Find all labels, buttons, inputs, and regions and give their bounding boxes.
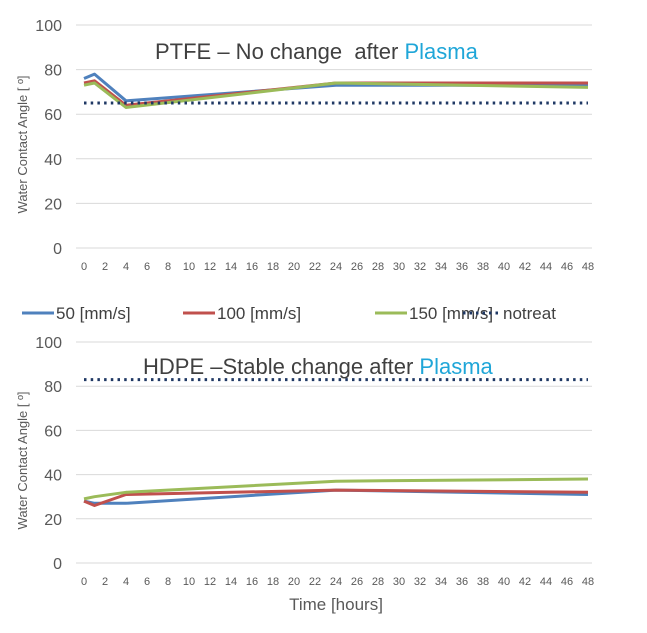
- x-tick-label: 18: [267, 261, 279, 273]
- x-tick-label: 32: [414, 261, 426, 273]
- x-tick-label: 14: [225, 576, 237, 588]
- y-tick-label: 20: [44, 512, 62, 529]
- x-tick-label: 46: [561, 576, 573, 588]
- y-tick-label: 80: [44, 63, 62, 80]
- chart-title: HDPE –Stable change after Plasma: [143, 354, 494, 379]
- x-tick-label: 42: [519, 576, 531, 588]
- x-tick-label: 24: [330, 261, 342, 273]
- legend-label: 50 [mm/s]: [56, 304, 131, 323]
- x-tick-label: 12: [204, 576, 216, 588]
- x-tick-label: 32: [414, 576, 426, 588]
- x-tick-label: 10: [183, 576, 195, 588]
- chart-title-part: HDPE –Stable change after: [143, 354, 419, 379]
- y-tick-label: 40: [44, 468, 62, 485]
- legend-label: 100 [mm/s]: [217, 304, 301, 323]
- x-tick-label: 44: [540, 576, 552, 588]
- x-axis-label: Time [hours]: [289, 595, 383, 614]
- chart-title-part: Plasma: [404, 39, 478, 64]
- x-tick-label: 26: [351, 261, 363, 273]
- x-tick-label: 48: [582, 576, 594, 588]
- x-tick-label: 14: [225, 261, 237, 273]
- x-tick-label: 34: [435, 576, 447, 588]
- x-tick-label: 48: [582, 261, 594, 273]
- chart-title-part: PTFE – No change after: [155, 39, 404, 64]
- x-tick-label: 0: [81, 261, 87, 273]
- y-tick-label: 100: [35, 18, 62, 35]
- x-tick-label: 20: [288, 576, 300, 588]
- x-tick-label: 18: [267, 576, 279, 588]
- x-tick-label: 12: [204, 261, 216, 273]
- x-tick-label: 10: [183, 261, 195, 273]
- x-tick-label: 0: [81, 576, 87, 588]
- y-tick-label: 80: [44, 379, 62, 396]
- y-tick-label: 40: [44, 152, 62, 169]
- x-tick-label: 28: [372, 576, 384, 588]
- x-tick-label: 36: [456, 261, 468, 273]
- x-tick-label: 42: [519, 261, 531, 273]
- x-tick-label: 40: [498, 261, 510, 273]
- x-tick-label: 16: [246, 261, 258, 273]
- x-tick-label: 38: [477, 261, 489, 273]
- x-tick-label: 46: [561, 261, 573, 273]
- legend-item: 100 [mm/s]: [183, 304, 301, 323]
- series-line-100-mm-s: [83, 488, 589, 507]
- legend: 50 [mm/s] 100 [mm/s] 150 [mm/s] notreat: [22, 304, 556, 323]
- chart-title: PTFE – No change after Plasma: [155, 39, 479, 64]
- x-tick-label: 2: [102, 261, 108, 273]
- legend-label: notreat: [503, 304, 556, 323]
- series-line-150-mm-s: [83, 477, 589, 501]
- legend-item: 150 [mm/s]: [375, 304, 493, 323]
- x-tick-label: 30: [393, 261, 405, 273]
- x-tick-label: 2: [102, 576, 108, 588]
- x-tick-label: 4: [123, 261, 129, 273]
- x-tick-label: 22: [309, 576, 321, 588]
- x-tick-label: 4: [123, 576, 129, 588]
- x-tick-label: 20: [288, 261, 300, 273]
- x-tick-label: 44: [540, 261, 552, 273]
- y-tick-label: 60: [44, 423, 62, 440]
- x-tick-label: 22: [309, 261, 321, 273]
- y-axis-label: Water Contact Angle [ º]: [15, 76, 30, 214]
- x-tick-label: 28: [372, 261, 384, 273]
- x-tick-label: 30: [393, 576, 405, 588]
- chart-title-part: Plasma: [419, 354, 493, 379]
- y-tick-label: 20: [44, 196, 62, 213]
- legend-item: notreat: [463, 304, 556, 323]
- x-tick-label: 34: [435, 261, 447, 273]
- series-line-150-mm-s: [83, 81, 589, 109]
- x-tick-label: 6: [144, 261, 150, 273]
- x-tick-label: 8: [165, 576, 171, 588]
- y-tick-label: 100: [35, 335, 62, 352]
- y-tick-label: 60: [44, 107, 62, 124]
- legend-item: 50 [mm/s]: [22, 304, 131, 323]
- x-tick-label: 36: [456, 576, 468, 588]
- x-tick-label: 8: [165, 261, 171, 273]
- x-tick-label: 24: [330, 576, 342, 588]
- y-tick-label: 0: [53, 556, 62, 573]
- y-tick-label: 0: [53, 241, 62, 258]
- x-tick-label: 16: [246, 576, 258, 588]
- x-tick-label: 26: [351, 576, 363, 588]
- x-tick-label: 6: [144, 576, 150, 588]
- x-tick-label: 40: [498, 576, 510, 588]
- x-tick-label: 38: [477, 576, 489, 588]
- legend-label: 150 [mm/s]: [409, 304, 493, 323]
- y-axis-label: Water Contact Angle [ º]: [15, 392, 30, 530]
